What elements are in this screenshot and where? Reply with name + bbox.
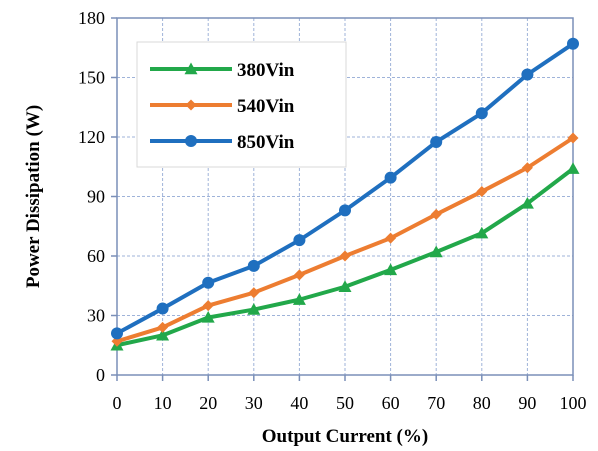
data-point — [567, 37, 579, 50]
data-point — [475, 226, 489, 239]
data-point — [293, 234, 306, 247]
x-axis-title: Output Current (%) — [262, 426, 428, 447]
data-point — [202, 276, 215, 289]
legend-label: 540Vin — [237, 96, 295, 117]
legend-marker — [185, 99, 197, 111]
x-tick-label: 50 — [336, 393, 354, 413]
x-tick-label: 80 — [473, 393, 491, 413]
x-tick-label: 70 — [427, 393, 445, 413]
y-tick-label: 0 — [96, 365, 105, 385]
data-point — [430, 135, 443, 148]
y-tick-label: 150 — [78, 68, 105, 88]
data-point — [156, 302, 169, 315]
data-point — [475, 107, 488, 120]
data-point — [157, 321, 169, 333]
data-point — [384, 171, 397, 184]
data-point — [567, 132, 579, 144]
x-tick-label: 100 — [560, 393, 587, 413]
data-point — [521, 162, 533, 174]
legend-item: 540Vin — [150, 96, 295, 117]
x-tick-label: 10 — [154, 393, 172, 413]
y-axis-ticks: 0 30 60 90 120 150 180 — [78, 8, 117, 385]
data-point — [384, 263, 398, 276]
data-point — [202, 300, 214, 312]
legend: 380Vin 540Vin 850Vin — [136, 41, 347, 168]
legend-label: 850Vin — [237, 132, 295, 153]
data-point — [339, 204, 351, 217]
data-point — [248, 287, 260, 299]
data-point — [566, 162, 580, 174]
y-tick-label: 60 — [87, 246, 105, 266]
series-850Vin — [111, 37, 579, 340]
data-point — [247, 303, 261, 315]
y-axis-title: Power Dissipation (W) — [23, 105, 44, 288]
data-point — [292, 293, 306, 305]
legend-marker — [184, 62, 198, 75]
x-tick-label: 0 — [113, 393, 122, 413]
legend-item: 380Vin — [150, 60, 295, 81]
y-tick-label: 30 — [87, 306, 105, 326]
y-tick-label: 180 — [78, 8, 105, 28]
data-point — [156, 328, 170, 341]
data-point — [385, 232, 397, 244]
data-point — [338, 280, 352, 292]
data-point — [430, 208, 442, 220]
legend-item: 850Vin — [150, 132, 295, 153]
legend-marker — [185, 135, 197, 147]
x-axis-ticks: 0 10 20 30 40 50 60 70 80 90 100 — [113, 375, 587, 413]
data-point — [201, 310, 215, 323]
data-point — [429, 245, 443, 258]
x-tick-label: 30 — [245, 393, 263, 413]
data-point — [521, 68, 534, 81]
x-tick-label: 20 — [199, 393, 217, 413]
legend-label: 380Vin — [237, 60, 295, 81]
series-layer — [110, 37, 580, 351]
data-point — [293, 269, 305, 281]
x-tick-label: 90 — [518, 393, 536, 413]
data-point — [520, 196, 534, 209]
series-380Vin — [110, 162, 580, 351]
x-tick-label: 60 — [382, 393, 400, 413]
y-tick-label: 90 — [87, 187, 105, 207]
x-tick-label: 40 — [290, 393, 308, 413]
y-tick-label: 120 — [78, 127, 105, 147]
data-point — [339, 250, 351, 262]
data-point — [111, 327, 123, 340]
data-point — [247, 259, 260, 272]
data-point — [476, 186, 488, 198]
